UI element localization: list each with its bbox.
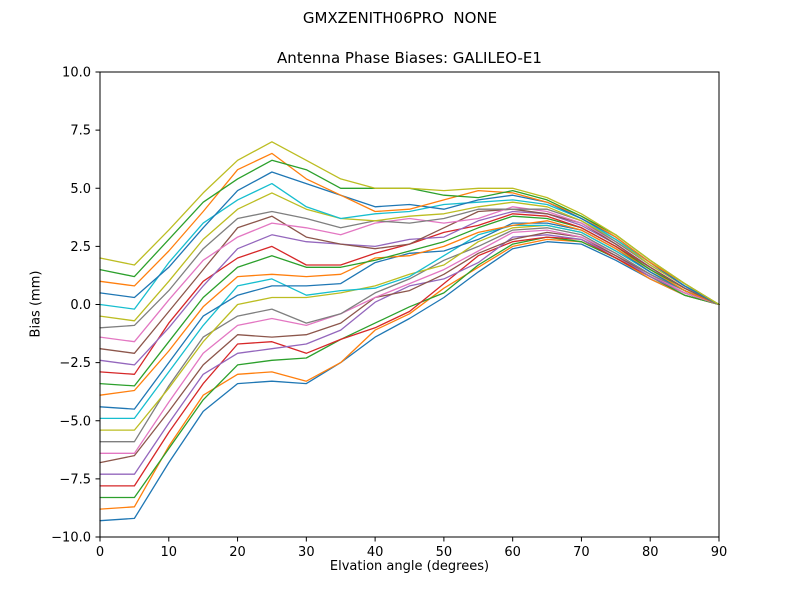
x-axis-label: Elvation angle (degrees) (329, 559, 490, 574)
y-tick-label: −7.5 (59, 472, 91, 487)
y-tick-label: −10.0 (51, 531, 91, 546)
series-line-05 (99, 234, 720, 475)
y-axis-label: Bias (mm) (28, 270, 44, 338)
series-line-10 (99, 224, 720, 420)
y-tick-label: 0.0 (70, 298, 91, 313)
y-tick-label: 5.0 (70, 182, 91, 197)
series-line-22 (99, 152, 720, 306)
x-tick-label: 10 (161, 545, 178, 560)
x-tick-label: 30 (298, 545, 315, 560)
series-line-04 (99, 236, 720, 487)
figure-suptitle: GMXZENITH06PRO NONE (302, 9, 498, 27)
series-line-13 (99, 215, 720, 387)
x-tick-label: 80 (642, 545, 659, 560)
y-tick-label: 7.5 (70, 124, 91, 139)
x-tick-label: 50 (436, 545, 453, 560)
x-tick-label: 20 (229, 545, 246, 560)
x-tick-label: 60 (504, 545, 521, 560)
series-line-20 (99, 182, 720, 310)
series-line-14 (99, 213, 720, 375)
series-line-02 (99, 238, 720, 510)
series-line-16 (99, 208, 720, 354)
y-tick-label: 2.5 (70, 240, 91, 255)
series-line-18 (99, 208, 720, 329)
y-tick-label: 10.0 (62, 66, 91, 81)
x-tick-label: 0 (96, 545, 104, 560)
y-tick-label: −5.0 (59, 414, 91, 429)
x-tick-label: 40 (367, 545, 384, 560)
series-line-06 (99, 231, 720, 464)
series-line-01 (99, 241, 720, 522)
axes-title: Antenna Phase Biases: GALILEO-E1 (277, 49, 542, 67)
axes-frame (99, 71, 720, 538)
x-tick-label: 70 (573, 545, 590, 560)
series-line-24 (99, 141, 720, 306)
series-line-08 (99, 227, 720, 443)
y-tick-label: −2.5 (59, 356, 91, 371)
series-line-21 (99, 171, 720, 306)
x-tick-label: 90 (711, 545, 728, 560)
series-line-12 (99, 220, 720, 396)
